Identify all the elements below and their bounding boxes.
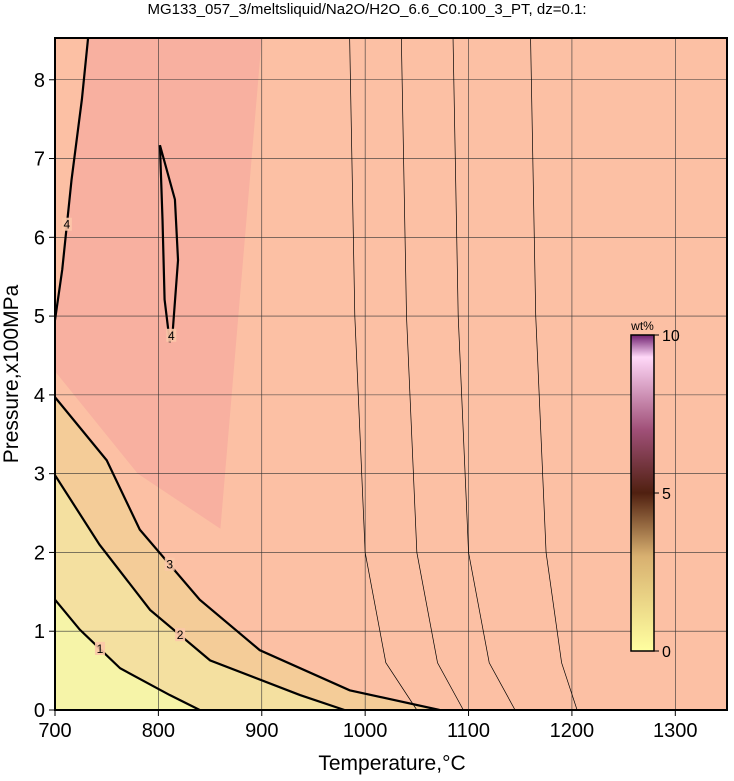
region-fill	[55, 599, 200, 710]
contour-line	[452, 38, 516, 710]
region-fill	[55, 475, 345, 710]
x-tick-label: 1300	[653, 720, 698, 742]
contour-label: 3	[166, 558, 173, 572]
x-tick-label: 1000	[343, 720, 388, 742]
contour-line	[530, 38, 578, 710]
x-axis-label: Temperature,°C	[318, 752, 465, 775]
y-tick-label: 2	[34, 542, 45, 564]
contour-label-bg	[175, 628, 186, 642]
contour-label-bg	[164, 557, 175, 571]
contour-line	[400, 38, 464, 710]
chart-title: MG133_057_3/meltsliquid/Na2O/H2O_6.6_C0.…	[147, 1, 586, 18]
plot-area: 1 2 3 4 4	[55, 38, 727, 710]
contour-label-bg	[94, 641, 105, 655]
contour-label-bg	[61, 217, 72, 231]
colorbar-label: wt%	[630, 319, 654, 333]
y-tick-label: 5	[34, 306, 45, 328]
contour-label: 4	[64, 218, 71, 232]
contour-line	[55, 599, 201, 710]
contour-label: 1	[97, 642, 104, 656]
x-tick-label: 900	[245, 720, 278, 742]
y-tick-label: 6	[34, 227, 45, 249]
y-tick-label: 7	[34, 149, 45, 171]
y-tick-label: 0	[34, 700, 45, 722]
contour-label-bg	[166, 328, 177, 342]
y-tick-label: 3	[34, 464, 45, 486]
x-tick-label: 1200	[550, 720, 595, 742]
y-axis-label: Pressure,x100MPa	[0, 284, 23, 463]
x-tick-label: 700	[38, 720, 71, 742]
y-tick-label: 4	[34, 385, 45, 407]
x-tick-label: 1100	[447, 720, 490, 742]
contour-label: 2	[177, 628, 184, 642]
contour-line	[55, 396, 440, 710]
contour-line	[55, 38, 90, 321]
colorbar-tick-label: 5	[662, 486, 671, 503]
frame	[54, 37, 728, 711]
colorbar	[630, 334, 655, 652]
colorbar-tick-label: 0	[662, 644, 671, 661]
y-tick-label: 1	[34, 621, 45, 643]
contour-line	[349, 38, 418, 710]
y-tick-label: 8	[34, 70, 45, 92]
contour-label: 4	[168, 329, 175, 343]
colorbar-tick-label: 10	[662, 328, 680, 345]
x-tick-label: 800	[142, 720, 175, 742]
